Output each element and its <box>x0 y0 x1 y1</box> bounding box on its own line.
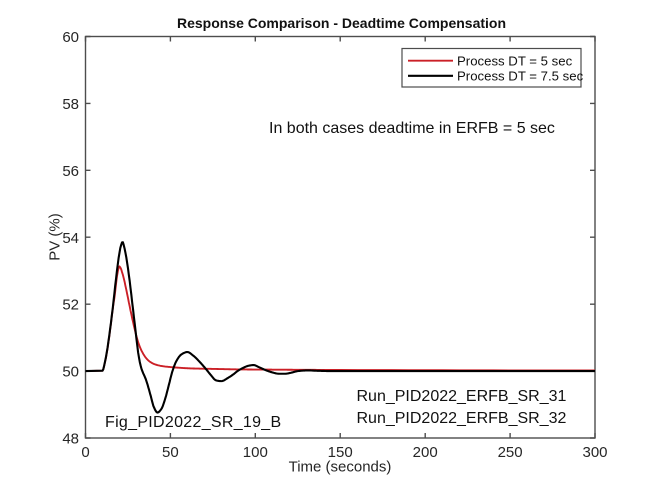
svg-text:0: 0 <box>81 444 89 461</box>
svg-text:100: 100 <box>243 444 268 461</box>
svg-text:300: 300 <box>582 444 607 461</box>
svg-text:58: 58 <box>62 96 79 113</box>
svg-text:150: 150 <box>328 444 353 461</box>
svg-text:60: 60 <box>62 29 79 46</box>
svg-text:Fig_PID2022_SR_19_B: Fig_PID2022_SR_19_B <box>105 414 281 431</box>
svg-text:50: 50 <box>62 364 79 381</box>
svg-text:Time (seconds): Time (seconds) <box>289 459 392 476</box>
svg-text:PV (%): PV (%) <box>47 213 64 261</box>
svg-text:In both cases deadtime in ERFB: In both cases deadtime in ERFB = 5 sec <box>269 120 555 137</box>
svg-text:50: 50 <box>162 444 179 461</box>
svg-text:Run_PID2022_ERFB_SR_32: Run_PID2022_ERFB_SR_32 <box>357 410 567 427</box>
svg-text:Process DT = 7.5 sec: Process DT = 7.5 sec <box>457 69 584 84</box>
svg-text:48: 48 <box>62 431 79 448</box>
svg-text:54: 54 <box>62 230 79 247</box>
svg-text:Process DT = 5 sec: Process DT = 5 sec <box>457 54 573 69</box>
svg-text:Response Comparison - Deadtime: Response Comparison - Deadtime Compensat… <box>177 15 506 31</box>
svg-text:52: 52 <box>62 297 79 314</box>
svg-text:Run_PID2022_ERFB_SR_31: Run_PID2022_ERFB_SR_31 <box>357 388 567 405</box>
svg-text:56: 56 <box>62 163 79 180</box>
svg-text:250: 250 <box>498 444 523 461</box>
svg-text:200: 200 <box>413 444 438 461</box>
